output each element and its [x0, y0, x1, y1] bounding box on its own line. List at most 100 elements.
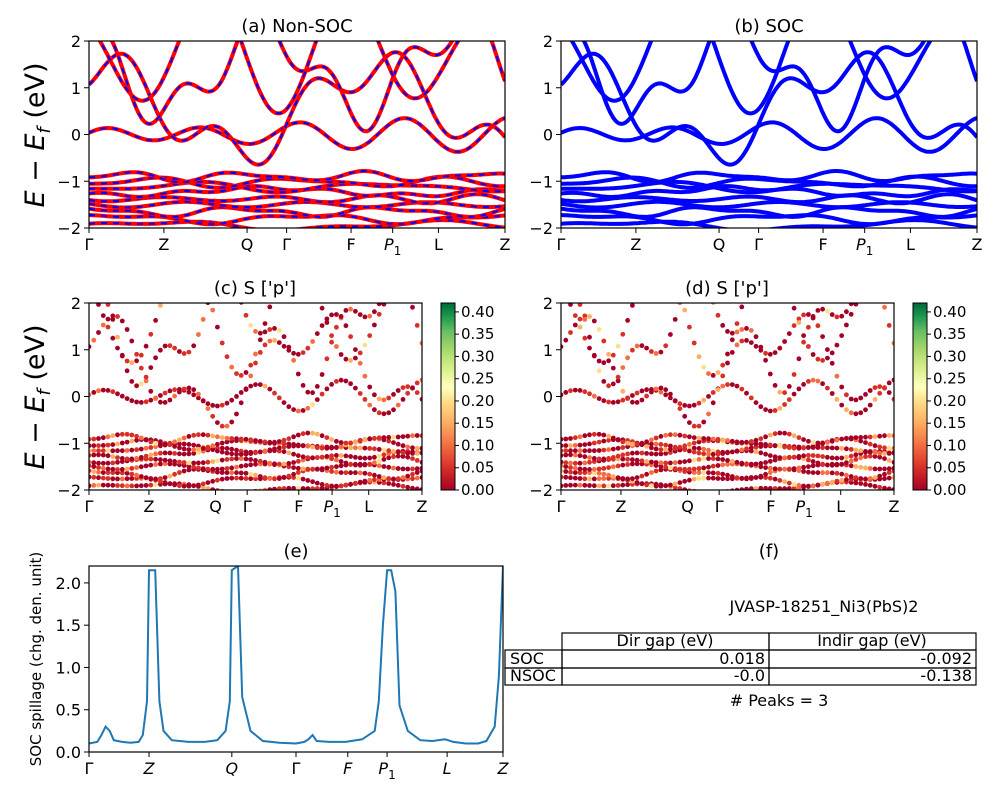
scatter-point: [568, 443, 573, 448]
scatter-point: [324, 386, 330, 392]
scatter-point: [262, 342, 268, 348]
scatter-point: [682, 478, 688, 484]
scatter-point: [653, 386, 659, 392]
scatter-point: [858, 410, 864, 416]
scatter-point: [210, 466, 216, 472]
scatter-point: [196, 460, 201, 466]
scatter-point: [134, 456, 140, 461]
scatter-point: [115, 345, 120, 351]
scatter-point: [129, 447, 135, 453]
scatter-point: [391, 392, 396, 397]
scatter-point: [243, 436, 249, 442]
scatter-point: [96, 475, 101, 481]
scatter-point: [748, 461, 754, 467]
scatter-point: [357, 360, 363, 366]
scatter-point: [353, 385, 358, 391]
xtick-label: Γ: [85, 759, 94, 778]
scatter-point: [381, 452, 387, 458]
scatter-point: [96, 452, 101, 458]
scatter-point: [663, 255, 668, 260]
scatter-point: [253, 461, 258, 467]
scatter-point: [376, 311, 382, 317]
scatter-point: [777, 389, 783, 395]
scatter-point: [129, 471, 135, 477]
scatter-point: [367, 461, 373, 467]
scatter-point: [310, 339, 315, 344]
scatter-point: [248, 457, 254, 462]
scatter-point: [191, 442, 197, 448]
scatter-point: [395, 441, 401, 447]
scatter-point: [653, 351, 659, 356]
scatter-point: [758, 436, 764, 442]
scatter-point: [782, 402, 787, 407]
scatter-point: [405, 433, 411, 439]
scatter-point: [882, 433, 887, 439]
scatter-point: [777, 405, 783, 411]
scatter-point: [115, 441, 120, 447]
scatter-point: [196, 446, 201, 452]
scatter-point: [115, 334, 120, 340]
scatter-point: [381, 447, 387, 453]
scatter-point: [687, 441, 692, 447]
scatter-point: [205, 466, 211, 472]
scatter-point: [748, 486, 754, 490]
scatter-point: [668, 432, 673, 438]
scatter-point: [200, 481, 206, 487]
scatter-point: [376, 447, 382, 452]
scatter-point: [91, 469, 97, 474]
scatter-point: [691, 440, 697, 446]
scatter-point: [867, 441, 873, 447]
scatter-point: [205, 401, 211, 407]
scatter-point: [348, 461, 353, 467]
scatter-point: [205, 480, 211, 485]
xtick-label: Γ: [282, 235, 291, 254]
scatter-point: [381, 397, 387, 403]
xtick-label: Γ: [557, 497, 566, 516]
scatter-point: [663, 442, 669, 448]
scatter-point: [405, 450, 411, 456]
ytick-label: −2: [529, 481, 553, 500]
scatter-point: [563, 460, 569, 466]
scatter-point: [96, 388, 101, 394]
scatter-point: [739, 386, 745, 392]
scatter-point: [291, 357, 296, 363]
scatter-point: [606, 472, 611, 478]
scatter-point: [872, 385, 878, 390]
scatter-point: [715, 387, 721, 392]
scatter-point: [696, 435, 702, 441]
scatter-point: [563, 452, 569, 458]
scatter-point: [820, 440, 825, 446]
table-col-header-indir: Indir gap (eV): [817, 631, 927, 650]
scatter-point: [338, 483, 344, 489]
scatter-point: [91, 452, 97, 458]
xtick-label: Z: [143, 759, 156, 778]
scatter-point: [572, 443, 578, 448]
scatter-point: [825, 308, 830, 314]
scatter-point: [191, 392, 197, 398]
scatter-point: [763, 350, 768, 356]
scatter-point: [362, 342, 368, 348]
scatter-point: [367, 384, 373, 390]
scatter-point: [853, 475, 859, 481]
scatter-point: [649, 445, 654, 451]
scatter-point: [739, 460, 745, 466]
scatter-point: [677, 466, 683, 472]
scatter-point: [414, 458, 420, 463]
scatter-point: [753, 475, 759, 480]
scatter-point: [200, 432, 206, 438]
scatter-point: [295, 442, 301, 448]
scatter-point: [329, 382, 334, 387]
scatter-point: [163, 288, 168, 293]
scatter-point: [825, 454, 830, 460]
scatter-point: [630, 476, 635, 481]
scatter-point: [563, 448, 569, 454]
scatter-point: [791, 482, 797, 487]
scatter-point: [825, 462, 830, 468]
scatter-point: [834, 478, 840, 484]
band-line-soc-2: [561, 205, 977, 219]
scatter-point: [357, 445, 363, 451]
scatter-point: [682, 433, 688, 439]
scatter-point: [625, 440, 630, 446]
scatter-point: [367, 436, 373, 442]
scatter-point: [172, 471, 178, 477]
